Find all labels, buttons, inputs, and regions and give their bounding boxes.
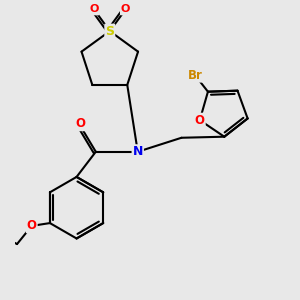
Text: O: O	[195, 114, 205, 127]
Text: O: O	[75, 117, 85, 130]
Text: S: S	[105, 25, 114, 38]
Text: O: O	[89, 4, 99, 14]
Text: N: N	[133, 145, 143, 158]
Text: O: O	[27, 219, 37, 232]
Text: O: O	[121, 4, 130, 14]
Text: Br: Br	[188, 69, 202, 82]
